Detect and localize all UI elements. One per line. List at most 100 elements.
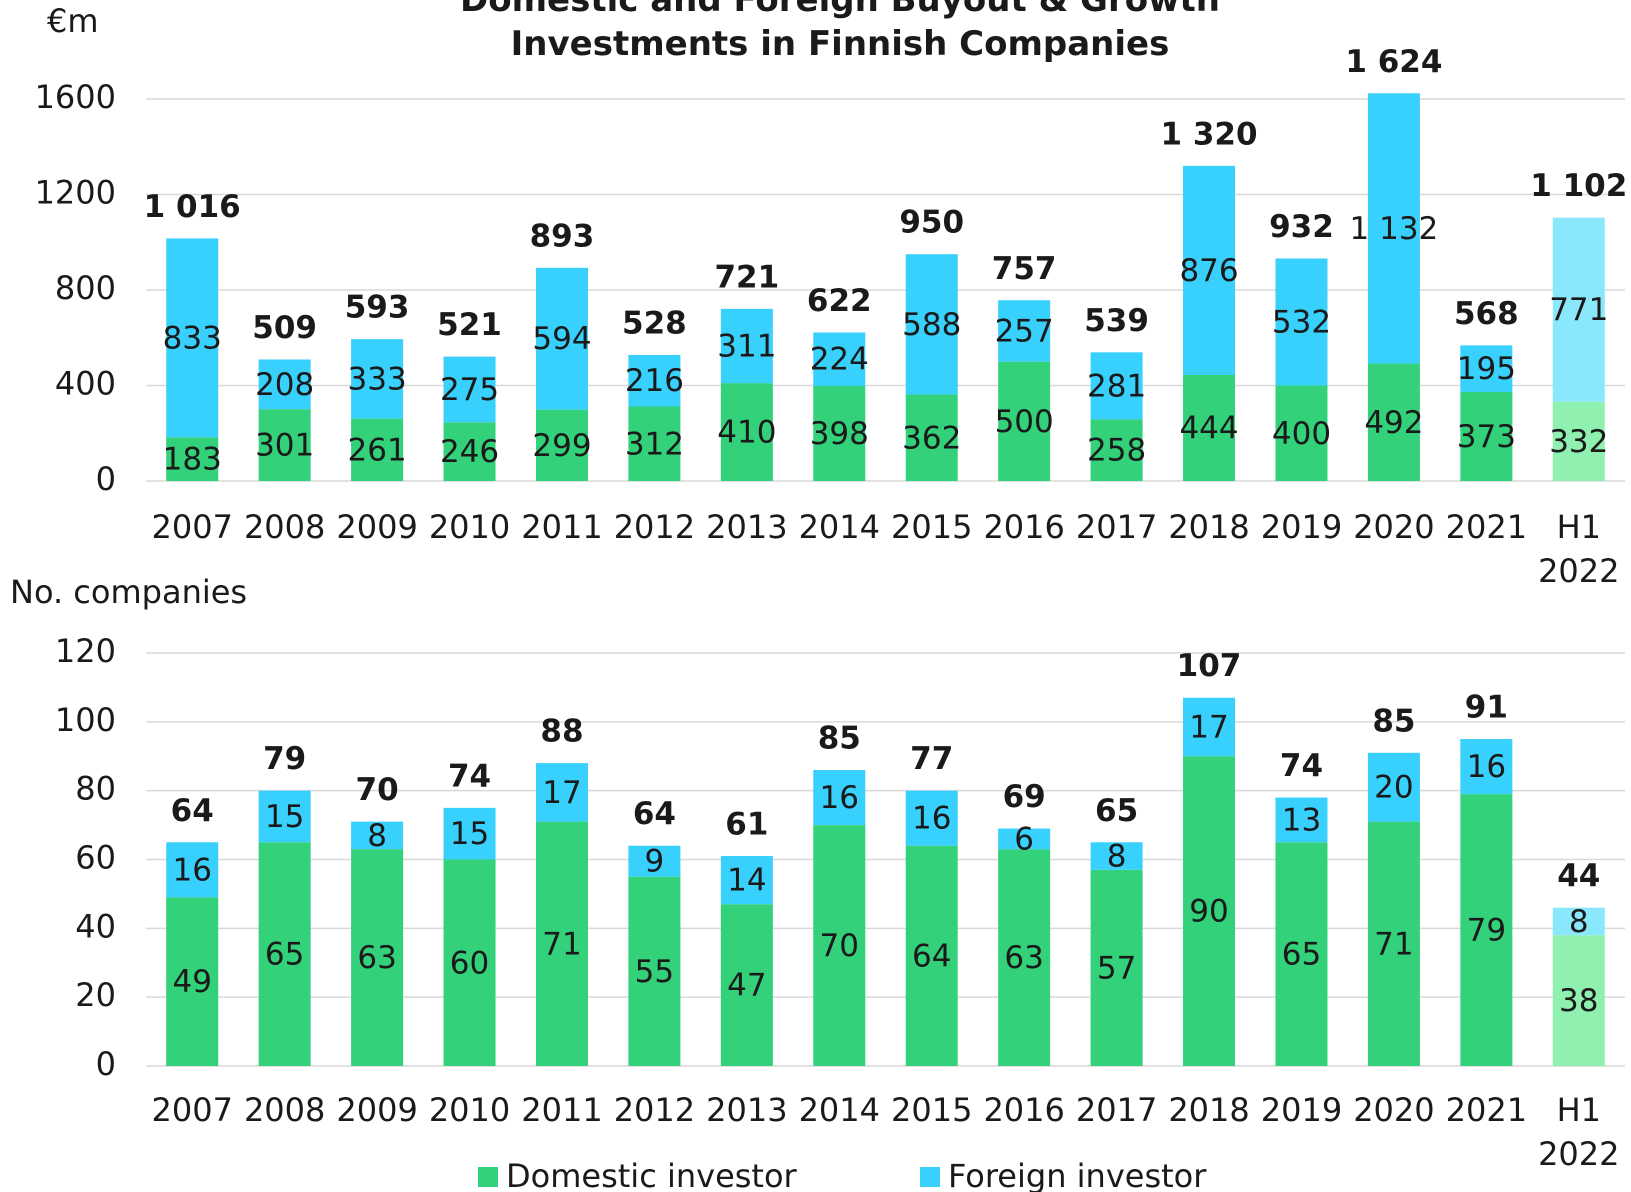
legend-swatch <box>920 1167 940 1187</box>
bar-segment <box>1460 391 1513 481</box>
data-label: 261 <box>348 432 407 468</box>
total-label: 70 <box>356 772 399 808</box>
total-label: 74 <box>448 758 491 794</box>
data-label: 195 <box>1457 351 1516 387</box>
x-tick-label: 2017 <box>1075 1091 1158 1129</box>
data-label: 216 <box>625 363 684 399</box>
data-label: 47 <box>727 968 766 1004</box>
data-label: 332 <box>1549 424 1608 460</box>
data-label: 16 <box>1467 749 1506 785</box>
data-label: 410 <box>717 415 776 451</box>
bar-segment <box>1460 739 1513 795</box>
bar-segment <box>813 825 866 1066</box>
legend-swatch <box>478 1167 498 1187</box>
bar-segment <box>351 418 404 481</box>
data-label: 20 <box>1374 770 1413 806</box>
data-label: 312 <box>625 426 684 462</box>
x-tick-label: 2018 <box>1168 508 1250 546</box>
total-label: 1 624 <box>1345 44 1442 80</box>
bar-segment <box>351 339 404 419</box>
data-label: 65 <box>1282 937 1321 973</box>
total-label: 568 <box>1454 296 1519 332</box>
data-label: 183 <box>163 442 222 478</box>
y-tick-label: 1200 <box>35 174 116 212</box>
x-tick-label: 2021 <box>1445 1091 1528 1129</box>
data-label: 15 <box>265 799 304 835</box>
x-tick-label: 2013 <box>706 1091 788 1129</box>
data-label: 64 <box>912 938 951 974</box>
y-tick-label: 800 <box>55 269 116 307</box>
x-tick-label: 2021 <box>1445 508 1528 546</box>
data-label: 373 <box>1457 419 1516 455</box>
total-label: 893 <box>530 218 595 254</box>
x-tick-label: 2008 <box>243 1091 326 1129</box>
data-label: 6 <box>1014 821 1034 857</box>
total-label: 721 <box>714 259 779 295</box>
bar-segment <box>998 849 1051 1066</box>
x-tick-label: 2011 <box>521 508 603 546</box>
bar-segment <box>1275 385 1328 481</box>
x-tick-label: 2009 <box>336 508 418 546</box>
bar-segment <box>998 828 1051 850</box>
bar-segment <box>813 385 866 481</box>
bar-segment <box>720 308 773 384</box>
bar-segment <box>443 422 496 481</box>
data-label: 311 <box>717 328 776 364</box>
total-label: 950 <box>899 205 964 241</box>
x-tick-label: 2012 <box>613 508 696 546</box>
x-tick-label: 2019 <box>1260 1091 1343 1129</box>
data-label: 281 <box>1087 368 1146 404</box>
data-label: 17 <box>542 775 581 811</box>
data-label: 57 <box>1097 950 1136 986</box>
total-label: 1 102 <box>1530 168 1627 204</box>
bar-segment <box>1552 935 1605 1066</box>
data-label: 38 <box>1559 983 1598 1019</box>
bar-segment <box>443 859 496 1066</box>
bar-segment <box>1552 401 1605 481</box>
bar-segment <box>166 238 219 438</box>
bar-segment <box>351 821 404 850</box>
total-label: 1 320 <box>1160 116 1257 152</box>
total-label: 622 <box>807 283 872 319</box>
bar-segment <box>535 409 588 481</box>
y-tick-label: 40 <box>75 907 116 945</box>
total-label: 107 <box>1177 648 1242 684</box>
total-label: 85 <box>1372 703 1415 739</box>
data-label: 55 <box>635 954 674 990</box>
total-label: 539 <box>1084 303 1149 339</box>
x-tick-label: 2010 <box>428 508 511 546</box>
data-label: 71 <box>542 926 581 962</box>
x-tick-label: 2016 <box>983 508 1065 546</box>
bar-segment <box>1552 217 1605 402</box>
data-label: 208 <box>255 367 314 403</box>
total-label: 69 <box>1003 779 1046 815</box>
total-label: 91 <box>1465 690 1508 726</box>
bar-segment <box>1460 794 1513 1066</box>
x-tick-label: 2009 <box>336 1091 418 1129</box>
total-label: 79 <box>263 741 306 777</box>
bar-segment <box>628 845 681 877</box>
data-label: 16 <box>820 780 859 816</box>
data-label: 275 <box>440 372 499 408</box>
x-tick-label: 2020 <box>1353 1091 1435 1129</box>
data-label: 246 <box>440 434 499 470</box>
x-tick-label: 2015 <box>891 508 973 546</box>
bar-segment <box>905 790 958 846</box>
data-label: 63 <box>1004 940 1043 976</box>
bar-segment <box>443 356 496 423</box>
bar-segment <box>720 904 773 1066</box>
y-tick-label: 0 <box>96 460 116 498</box>
bar-segment <box>905 845 958 1066</box>
bar-segment <box>166 897 219 1066</box>
x-tick-label: 2016 <box>983 1091 1065 1129</box>
bar-segment <box>1367 821 1420 1066</box>
total-label: 88 <box>540 714 583 750</box>
data-label: 16 <box>172 852 211 888</box>
x-tick-label: 2020 <box>1353 508 1435 546</box>
bar-segment <box>535 763 588 822</box>
bar-segment <box>1367 363 1420 481</box>
data-label: 444 <box>1179 410 1238 446</box>
bar-segment <box>628 876 681 1066</box>
data-label: 224 <box>810 342 869 378</box>
